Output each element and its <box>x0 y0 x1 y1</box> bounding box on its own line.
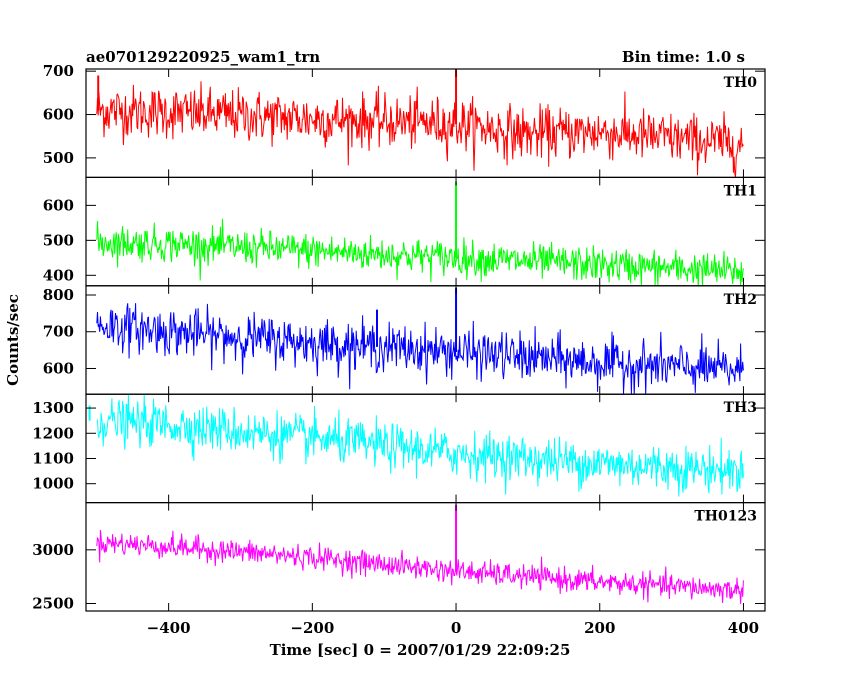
y-tick-label: 700 <box>43 62 74 80</box>
panel-th3: 1000 1100 1200 1300 TH3 <box>32 393 766 504</box>
x-tick-label: 0 <box>451 619 461 637</box>
series-line-th0123 <box>96 530 744 604</box>
panel-frame <box>85 502 766 612</box>
x-tick-label: 400 <box>728 619 759 637</box>
figure-title-left: ae070129220925_wam1_trn <box>86 48 320 66</box>
y-axis-label: Counts/sec <box>4 294 22 386</box>
series-line-th1 <box>96 218 744 286</box>
y-tick-label: 1100 <box>32 449 74 467</box>
x-tick-label: −200 <box>290 619 334 637</box>
y-tick-label: 1300 <box>32 399 74 417</box>
panel-label-th3: TH3 <box>724 400 757 416</box>
y-tick-label: 400 <box>43 266 74 284</box>
panel-frame <box>85 393 766 504</box>
panel-th0: 500 600 700 TH0 <box>43 62 766 179</box>
panel-label-th2: TH2 <box>724 292 757 308</box>
panel-th0123: 2500 3000 TH0123 <box>32 502 766 612</box>
x-tick-label: −400 <box>147 619 191 637</box>
panel-label-th0: TH0 <box>724 75 758 91</box>
panels-group: 500 600 700 TH0 400 500 600 TH1 600 700 800 TH2 1000… <box>32 62 766 612</box>
series-line-th0 <box>96 81 744 178</box>
y-tick-label: 500 <box>43 149 74 167</box>
series-line-th3 <box>96 394 744 497</box>
y-tick-label: 1200 <box>32 424 74 442</box>
y-tick-label: 800 <box>43 286 74 304</box>
x-axis: −400 −200 0 200 400 <box>147 619 759 637</box>
y-tick-label: 700 <box>43 323 74 341</box>
y-tick-label: 2500 <box>32 594 74 612</box>
y-tick-label: 600 <box>43 359 74 377</box>
figure-title-right: Bin time: 1.0 s <box>622 48 745 66</box>
y-tick-label: 1000 <box>32 475 74 493</box>
panel-label-th0123: TH0123 <box>694 509 757 525</box>
panel-th2: 600 700 800 TH2 <box>43 285 766 395</box>
y-tick-label: 500 <box>43 231 74 249</box>
panel-label-th1: TH1 <box>724 183 757 199</box>
x-axis-label: Time [sec] 0 = 2007/01/29 22:09:25 <box>270 641 571 659</box>
y-tick-label: 3000 <box>32 541 74 559</box>
x-tick-label: 200 <box>584 619 615 637</box>
panel-th1: 400 500 600 TH1 <box>43 176 766 287</box>
series-line-th2 <box>96 303 744 395</box>
y-tick-label: 600 <box>43 196 74 214</box>
y-tick-label: 600 <box>43 106 74 124</box>
